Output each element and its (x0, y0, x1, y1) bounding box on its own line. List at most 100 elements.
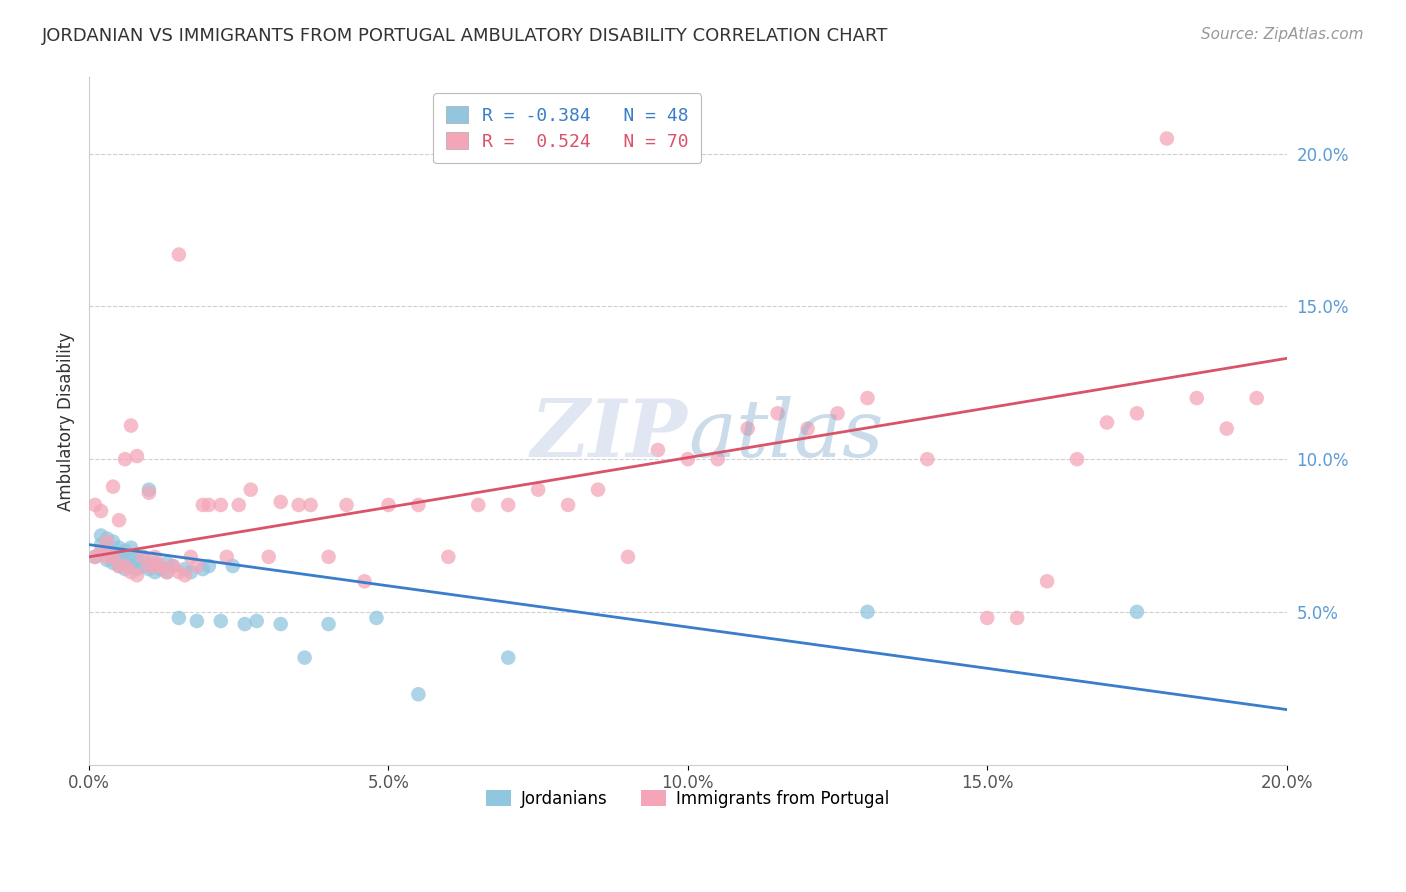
Point (143, 559, 166, 574)
Point (366, 611, 388, 625)
Point (125, 562, 148, 576)
Point (120, 565, 142, 579)
Point (138, 483, 160, 497)
Point (209, 498, 232, 512)
Point (257, 549, 280, 564)
Point (856, 605, 879, 619)
Point (96, 553, 118, 567)
Point (496, 498, 519, 512)
Point (108, 559, 131, 574)
Point (120, 549, 142, 564)
Point (96, 541, 118, 555)
Point (84, 549, 107, 564)
Point (125, 449, 148, 463)
Point (114, 543, 136, 558)
Point (318, 617, 340, 632)
Point (167, 247, 190, 261)
Point (143, 556, 166, 570)
Point (827, 406, 849, 420)
Text: atlas: atlas (688, 396, 883, 474)
Point (162, 559, 184, 574)
Point (270, 495, 292, 509)
Point (108, 513, 131, 527)
Point (125, 568, 148, 582)
Point (647, 442, 669, 457)
Point (676, 452, 699, 467)
Point (1156, 131, 1178, 145)
Point (114, 452, 136, 467)
Point (90, 504, 112, 518)
Point (191, 562, 214, 576)
Point (90, 528, 112, 542)
Point (917, 452, 939, 467)
Point (198, 559, 221, 574)
Point (246, 614, 269, 628)
Point (138, 485, 160, 500)
Point (856, 391, 879, 405)
Point (222, 559, 245, 574)
Point (1005, 611, 1028, 625)
Point (318, 549, 340, 564)
Point (101, 547, 124, 561)
Point (90, 543, 112, 558)
Point (96, 532, 118, 546)
Point (108, 549, 131, 564)
Point (101, 534, 124, 549)
Y-axis label: Ambulatory Disability: Ambulatory Disability (58, 332, 75, 510)
Point (101, 549, 124, 564)
Point (1215, 422, 1237, 436)
Point (143, 549, 166, 564)
Point (467, 498, 489, 512)
Point (156, 565, 179, 579)
Point (1246, 391, 1268, 405)
Point (84, 549, 107, 564)
Point (108, 541, 131, 555)
Point (707, 452, 730, 467)
Point (186, 614, 208, 628)
Point (586, 483, 609, 497)
Point (1185, 391, 1208, 405)
Point (138, 562, 160, 576)
Point (228, 498, 250, 512)
Text: JORDANIAN VS IMMIGRANTS FROM PORTUGAL AMBULATORY DISABILITY CORRELATION CHART: JORDANIAN VS IMMIGRANTS FROM PORTUGAL AM… (42, 27, 889, 45)
Point (270, 617, 292, 632)
Point (120, 541, 142, 555)
Point (114, 553, 136, 567)
Point (132, 549, 155, 564)
Legend: Jordanians, Immigrants from Portugal: Jordanians, Immigrants from Portugal (479, 783, 896, 814)
Point (353, 574, 375, 589)
Point (143, 565, 166, 579)
Point (167, 565, 190, 579)
Point (132, 559, 155, 574)
Point (96, 534, 118, 549)
Point (114, 562, 136, 576)
Text: Source: ZipAtlas.com: Source: ZipAtlas.com (1201, 27, 1364, 42)
Point (239, 483, 262, 497)
Point (162, 559, 184, 574)
Point (737, 422, 759, 436)
Point (101, 556, 124, 570)
Point (408, 687, 430, 701)
Point (191, 498, 214, 512)
Point (299, 498, 322, 512)
Point (976, 611, 998, 625)
Point (335, 498, 357, 512)
Point (186, 559, 208, 574)
Point (287, 498, 309, 512)
Point (796, 422, 818, 436)
Point (138, 559, 160, 574)
Point (173, 562, 195, 576)
Point (156, 556, 179, 570)
Point (167, 611, 190, 625)
Point (149, 559, 172, 574)
Point (437, 549, 460, 564)
Point (617, 549, 640, 564)
Point (173, 568, 195, 582)
Point (294, 650, 316, 665)
Point (90, 538, 112, 552)
Point (527, 483, 550, 497)
Point (233, 617, 256, 632)
Point (114, 559, 136, 574)
Point (766, 406, 789, 420)
Point (408, 498, 430, 512)
